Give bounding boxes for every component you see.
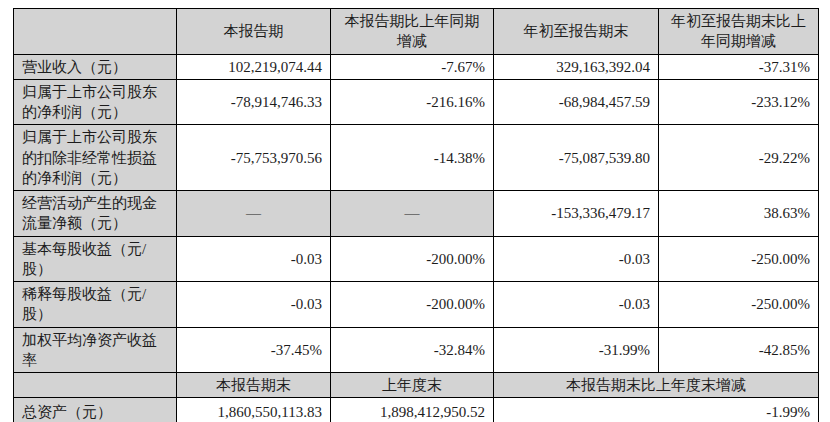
header-empty-cell [14,9,177,55]
cell-value-dash: — [177,191,331,237]
cell-value: -233.12% [659,79,819,125]
cell-value: -200.00% [331,282,494,328]
cell-value: 102,219,074.44 [177,54,331,79]
column-header-current-period-end: 本报告期末 [177,373,331,398]
column-header-year-to-date-yoy-change: 年初至报告期末比上年同期增减 [659,9,819,55]
table-row-diluted-eps: 稀释每股收益（元/股） -0.03 -200.00% -0.03 -250.00… [14,282,819,328]
row-label: 营业收入（元） [14,54,177,79]
row-label: 经营活动产生的现金流量净额（元） [14,191,177,237]
cell-value: -68,984,457.59 [494,79,659,125]
cell-value: -216.16% [331,79,494,125]
cell-value: -0.03 [177,282,331,328]
row-label: 稀释每股收益（元/股） [14,282,177,328]
cell-value: -31.99% [494,327,659,373]
table-header-row-period-end: 本报告期末 上年度末 本报告期末比上年度末增减 [14,373,819,398]
cell-value: 38.63% [659,191,819,237]
cell-value: 329,163,392.04 [494,54,659,79]
cell-value: -0.03 [177,236,331,282]
table-header-row-period: 本报告期 本报告期比上年同期增减 年初至报告期末 年初至报告期末比上年同期增减 [14,9,819,55]
header-empty-cell [14,373,177,398]
cell-value: -42.85% [659,327,819,373]
column-header-current-period-yoy-change: 本报告期比上年同期增减 [331,9,494,55]
row-label: 加权平均净资产收益率 [14,327,177,373]
column-header-period-end-vs-prior-year-end-change: 本报告期末比上年度末增减 [494,373,819,398]
column-header-year-to-date: 年初至报告期末 [494,9,659,55]
cell-value: -32.84% [331,327,494,373]
row-label: 总资产（元） [14,398,177,422]
table-row-weighted-avg-roe: 加权平均净资产收益率 -37.45% -32.84% -31.99% -42.8… [14,327,819,373]
column-header-current-period: 本报告期 [177,9,331,55]
cell-value: -200.00% [331,236,494,282]
financial-summary-table: 本报告期 本报告期比上年同期增减 年初至报告期末 年初至报告期末比上年同期增减 … [13,8,819,422]
table-row-net-profit-excl-nonrecurring: 归属于上市公司股东的扣除非经常性损益的净利润（元） -75,753,970.56… [14,125,819,191]
cell-value: -1.99% [494,398,819,422]
cell-value: -7.67% [331,54,494,79]
row-label: 归属于上市公司股东的扣除非经常性损益的净利润（元） [14,125,177,191]
table-row-operating-cash-flow: 经营活动产生的现金流量净额（元） — — -153,336,479.17 38.… [14,191,819,237]
table-row-revenue: 营业收入（元） 102,219,074.44 -7.67% 329,163,39… [14,54,819,79]
cell-value: -37.45% [177,327,331,373]
cell-value-dash: — [331,191,494,237]
row-label: 归属于上市公司股东的净利润（元） [14,79,177,125]
table-row-net-profit: 归属于上市公司股东的净利润（元） -78,914,746.33 -216.16%… [14,79,819,125]
cell-value: -37.31% [659,54,819,79]
column-header-prior-year-end: 上年度末 [331,373,494,398]
cell-value: -0.03 [494,282,659,328]
cell-value: -250.00% [659,236,819,282]
cell-value: 1,860,550,113.83 [177,398,331,422]
cell-value: -0.03 [494,236,659,282]
cell-value: -153,336,479.17 [494,191,659,237]
cell-value: -75,753,970.56 [177,125,331,191]
table-row-basic-eps: 基本每股收益（元/股） -0.03 -200.00% -0.03 -250.00… [14,236,819,282]
table-row-total-assets: 总资产（元） 1,860,550,113.83 1,898,412,950.52… [14,398,819,422]
cell-value: -75,087,539.80 [494,125,659,191]
cell-value: -14.38% [331,125,494,191]
cell-value: -250.00% [659,282,819,328]
cell-value: -78,914,746.33 [177,79,331,125]
row-label: 基本每股收益（元/股） [14,236,177,282]
cell-value: 1,898,412,950.52 [331,398,494,422]
cell-value: -29.22% [659,125,819,191]
